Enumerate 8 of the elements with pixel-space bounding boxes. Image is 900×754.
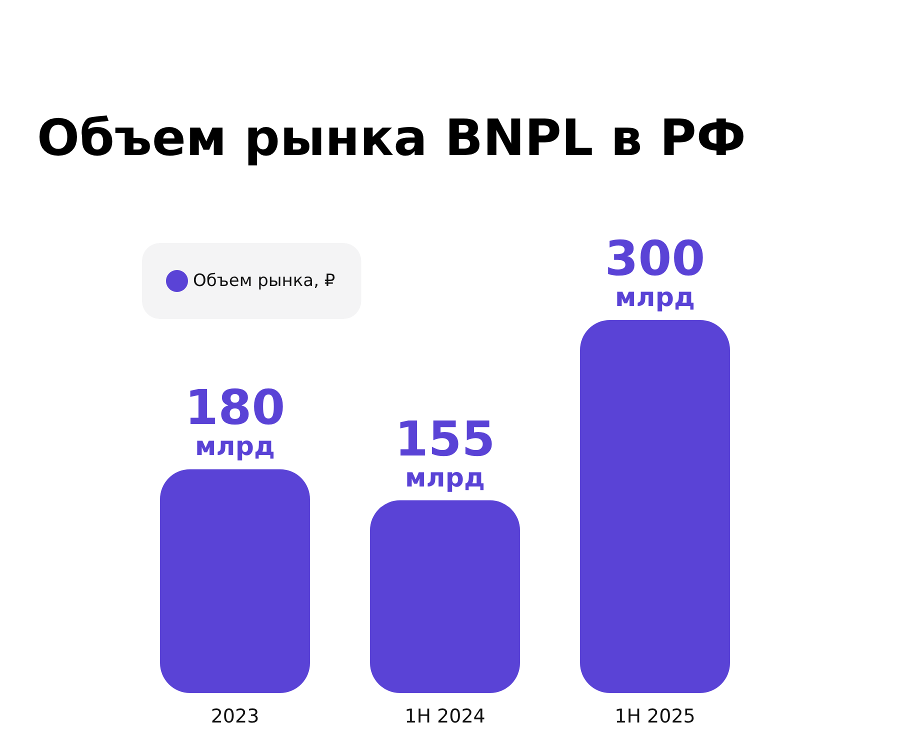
chart-title: Объем рынка BNPL в РФ	[37, 109, 746, 167]
x-tick-label: 2023	[210, 706, 260, 728]
data-label: 180 млрд	[184, 380, 286, 462]
data-label: 155 млрд	[394, 411, 496, 494]
legend-label: Объем рынка, ₽	[193, 271, 336, 291]
x-tick-label: 1H 2024	[404, 706, 486, 728]
x-tick-label: 1H 2025	[614, 706, 696, 728]
data-label: 300 млрд	[604, 231, 706, 313]
